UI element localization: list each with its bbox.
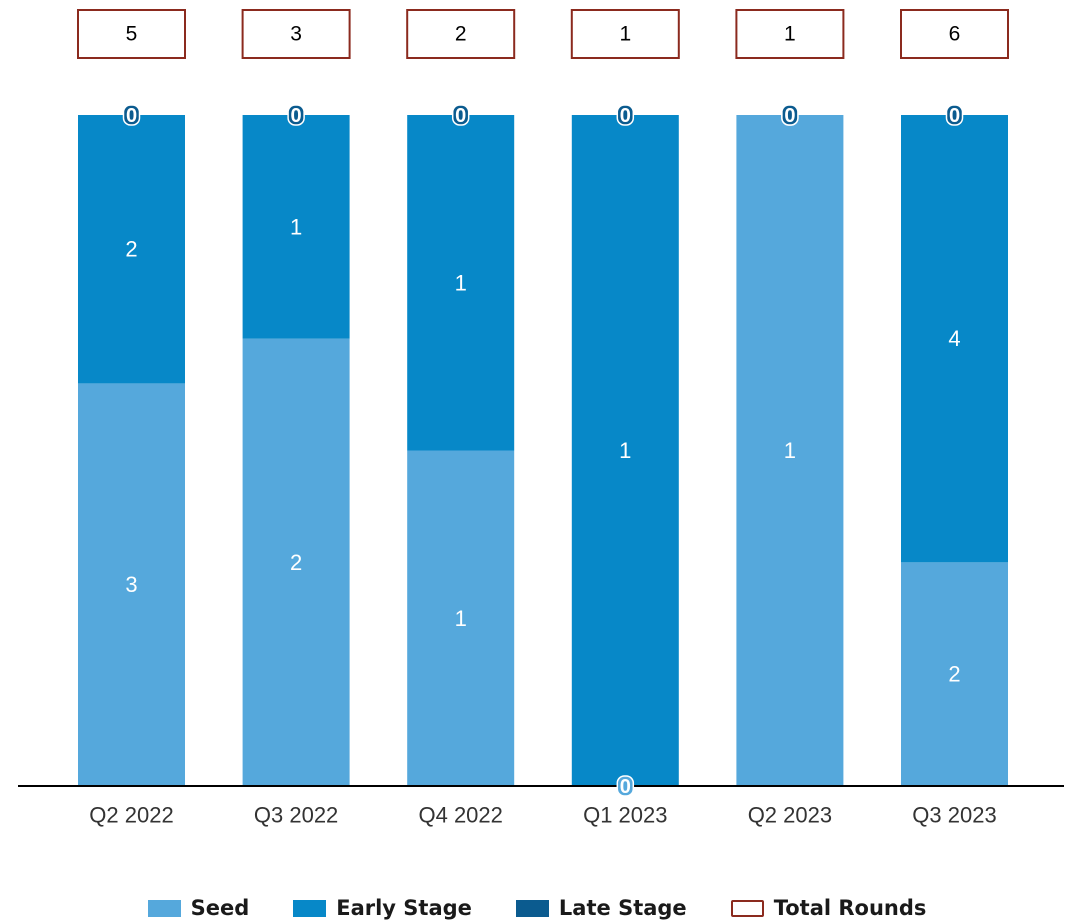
- data-label-late-stage-zero-bg: [287, 104, 305, 126]
- data-label-late-stage-zero-text: 0: [784, 105, 795, 127]
- data-label-early-stage: 1: [455, 270, 467, 295]
- legend-item-total-rounds: Total Rounds: [730, 896, 927, 920]
- data-label-late-stage-zero-text: 0: [126, 105, 137, 127]
- total-label: 2: [455, 23, 467, 46]
- data-label-late-stage-zero-bg: [451, 104, 470, 126]
- data-label-late-stage-zero: 0: [451, 104, 470, 127]
- data-label-late-stage-zero: 0: [616, 104, 635, 127]
- data-label-seed-zero: 0: [616, 775, 635, 798]
- legend-item-late-stage: Late Stage: [515, 896, 687, 920]
- data-label-seed: 3: [125, 572, 137, 597]
- legend-item-early-stage: Early Stage: [293, 896, 472, 920]
- data-label-seed: 2: [948, 662, 960, 687]
- total-label: 1: [619, 23, 631, 46]
- legend-item-seed: Seed: [147, 896, 250, 920]
- x-tick-label: Q3 2023: [912, 803, 996, 828]
- legend-label-total-rounds: Total Rounds: [773, 896, 927, 920]
- total-label: 3: [290, 23, 302, 46]
- bar-early-stage: [571, 115, 679, 786]
- total-box: [735, 9, 845, 59]
- total-label: 6: [949, 23, 961, 46]
- legend-swatch-total-rounds: [730, 899, 764, 917]
- legend-label-early-stage: Early Stage: [336, 896, 472, 920]
- data-label-early-stage: 1: [290, 214, 302, 239]
- legend-swatch-seed: [147, 899, 181, 917]
- total-box: [406, 9, 516, 59]
- data-label-late-stage-zero-text: 0: [949, 105, 960, 127]
- data-label-late-stage-zero: 0: [945, 104, 964, 127]
- data-label-seed: 1: [455, 606, 467, 631]
- labels-layer: 3 2 0 5 Q2 2022 2 1 0 3 Q3 2022 1 1 0 2 Q4 2022 0 1 0 1 Q1 …: [77, 9, 1009, 828]
- x-tick-label: Q1 2023: [583, 803, 667, 828]
- data-label-seed: 2: [290, 550, 302, 575]
- x-tick-label: Q2 2022: [89, 803, 173, 828]
- bars-layer: [78, 115, 1008, 786]
- bar-seed: [736, 115, 844, 786]
- data-label-early-stage: 1: [619, 438, 631, 463]
- bar-seed: [407, 450, 515, 786]
- bar-seed: [901, 562, 1008, 786]
- data-label-late-stage-zero-bg: [616, 104, 635, 126]
- legend-label-late-stage: Late Stage: [558, 896, 687, 920]
- data-label-late-stage-zero-bg: [122, 104, 141, 126]
- bar-early-stage: [78, 115, 185, 384]
- data-label-late-stage-zero-text: 0: [291, 105, 302, 127]
- legend: Seed Early Stage Late Stage Total Rounds: [0, 893, 1074, 923]
- data-label-late-stage-zero-text: 0: [620, 105, 631, 127]
- bar-seed: [242, 338, 350, 786]
- bar-early-stage: [407, 115, 515, 451]
- total-box: [241, 9, 351, 59]
- bar-early-stage: [242, 115, 350, 339]
- data-label-late-stage-zero: 0: [287, 104, 305, 127]
- total-box: [570, 9, 680, 59]
- data-label-late-stage-zero-bg: [781, 104, 799, 126]
- data-label-late-stage-zero: 0: [781, 104, 799, 127]
- x-tick-label: Q4 2022: [418, 803, 502, 828]
- data-label-seed-zero-text: 0: [620, 776, 631, 798]
- x-tick-label: Q2 2023: [748, 803, 832, 828]
- legend-swatch-early-stage: [293, 899, 327, 917]
- data-label-late-stage-zero: 0: [122, 104, 141, 127]
- data-label-seed-zero-bg: [616, 775, 635, 797]
- data-label-late-stage-zero-text: 0: [455, 105, 466, 127]
- data-label-seed: 1: [784, 438, 796, 463]
- bar-early-stage: [901, 115, 1008, 563]
- bar-seed: [78, 383, 185, 786]
- x-tick-label: Q3 2022: [254, 803, 338, 828]
- legend-swatch-late-stage: [515, 899, 549, 917]
- total-label: 5: [126, 23, 138, 46]
- total-label: 1: [784, 23, 796, 46]
- legend-label-seed: Seed: [190, 896, 250, 920]
- total-box: [900, 9, 1009, 59]
- total-box: [77, 9, 186, 59]
- data-label-early-stage: 4: [948, 326, 960, 351]
- data-label-late-stage-zero-bg: [945, 104, 964, 126]
- data-label-early-stage: 2: [125, 237, 137, 262]
- stacked-bar-chart: 3 2 0 5 Q2 2022 2 1 0 3 Q3 2022 1 1 0 2 Q4 2022 0 1 0 1 Q1 …: [18, 9, 1064, 828]
